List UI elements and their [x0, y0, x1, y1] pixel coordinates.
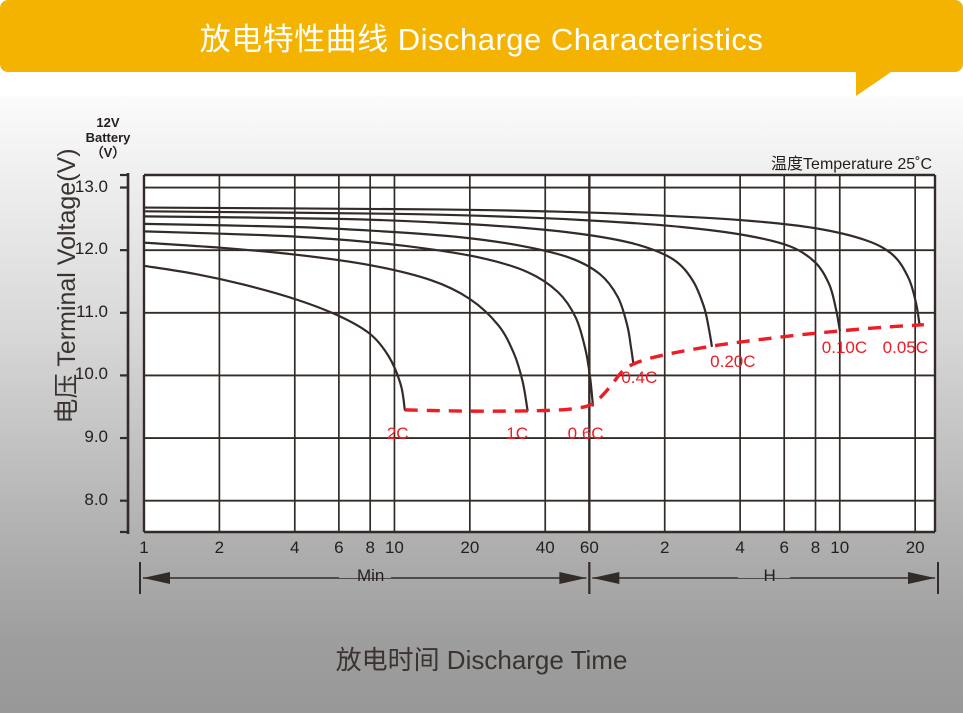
- x-tick-label-hour: 10: [830, 538, 850, 557]
- arrow-head-left: [592, 572, 620, 584]
- x-tick-label-hour: 8: [810, 538, 821, 557]
- x-tick-label-hour: 6: [779, 538, 789, 557]
- banner-background: [0, 0, 963, 72]
- arrow-head-right: [559, 572, 587, 584]
- arrow-head-right: [908, 572, 935, 584]
- rate-label-0p20C: 0.20C: [710, 351, 756, 371]
- x-tick-label-min: 8: [365, 538, 375, 557]
- x-tick-label-min: 1: [139, 538, 149, 557]
- x-tick-label-hour: 20: [905, 538, 925, 557]
- rate-label-0p05C: 0.05C: [882, 338, 929, 358]
- y-tick-label: 12.0: [74, 239, 108, 259]
- y-tick-label: 13.0: [74, 176, 108, 196]
- y-axis-caption: 12V Battery （V）: [62, 115, 154, 160]
- arrow-head-left: [143, 572, 170, 584]
- x-tick-label-min: 6: [334, 538, 344, 557]
- range-bar-hour-label-mask: [737, 572, 790, 578]
- x-axis-title: 放电时间 Discharge Time: [335, 645, 628, 675]
- y-axis-caption-line1: 12V: [96, 115, 120, 130]
- x-tick-label-min: 60: [579, 538, 599, 557]
- plot-area-background: [144, 175, 935, 532]
- y-tick-label: 9.0: [84, 427, 108, 447]
- discharge-curve-0p05C: [142, 206, 921, 327]
- rate-label-0p10C: 0.10C: [821, 338, 868, 358]
- x-tick-label-min: 4: [290, 538, 300, 557]
- x-tick-label-hour: 4: [735, 538, 745, 557]
- banner-tail-pointer: [856, 70, 894, 96]
- x-tick-label-min: 2: [214, 538, 225, 557]
- range-bar-min-label: Min: [356, 566, 385, 585]
- x-tick-label-min: 40: [535, 538, 555, 557]
- x-tick-label-hour: 2: [659, 538, 670, 557]
- range-bar-hour-label: H: [763, 566, 776, 585]
- discharge-curve-0p20C: [142, 215, 713, 348]
- rate-label-0p4C: 0.4C: [621, 367, 658, 387]
- x-tick-label-min: 10: [384, 538, 404, 557]
- discharge-curve-0p10C: [142, 210, 841, 332]
- x-tick-label-min: 20: [460, 538, 480, 557]
- y-tick-label: 10.0: [74, 364, 108, 384]
- discharge-curve-2C: [142, 264, 406, 411]
- discharge-curve-0p6C: [142, 230, 594, 407]
- rate-label-1C: 1C: [506, 423, 529, 443]
- rate-label-2C: 2C: [386, 423, 409, 443]
- temperature-annotation: 温度Temperature 25˚C: [771, 156, 932, 173]
- page-title: 放电特性曲线 Discharge Characteristics: [199, 21, 764, 57]
- range-bar-min-label-mask: [338, 572, 391, 578]
- axis-range-bars: [139, 562, 939, 594]
- discharge-curve-1C: [142, 241, 529, 412]
- y-tick-label: 11.0: [76, 301, 108, 321]
- y-axis-caption-line2: Battery: [85, 130, 131, 145]
- discharge-curve-0p4C: [142, 222, 635, 366]
- y-tick-label: 8.0: [84, 489, 108, 509]
- end-voltage-envelope: [404, 322, 924, 413]
- y-axis-caption-line3: （V）: [90, 145, 126, 160]
- rate-label-0p6C: 0.6C: [567, 423, 604, 443]
- header-banner: 放电特性曲线 Discharge Characteristics: [0, 0, 963, 96]
